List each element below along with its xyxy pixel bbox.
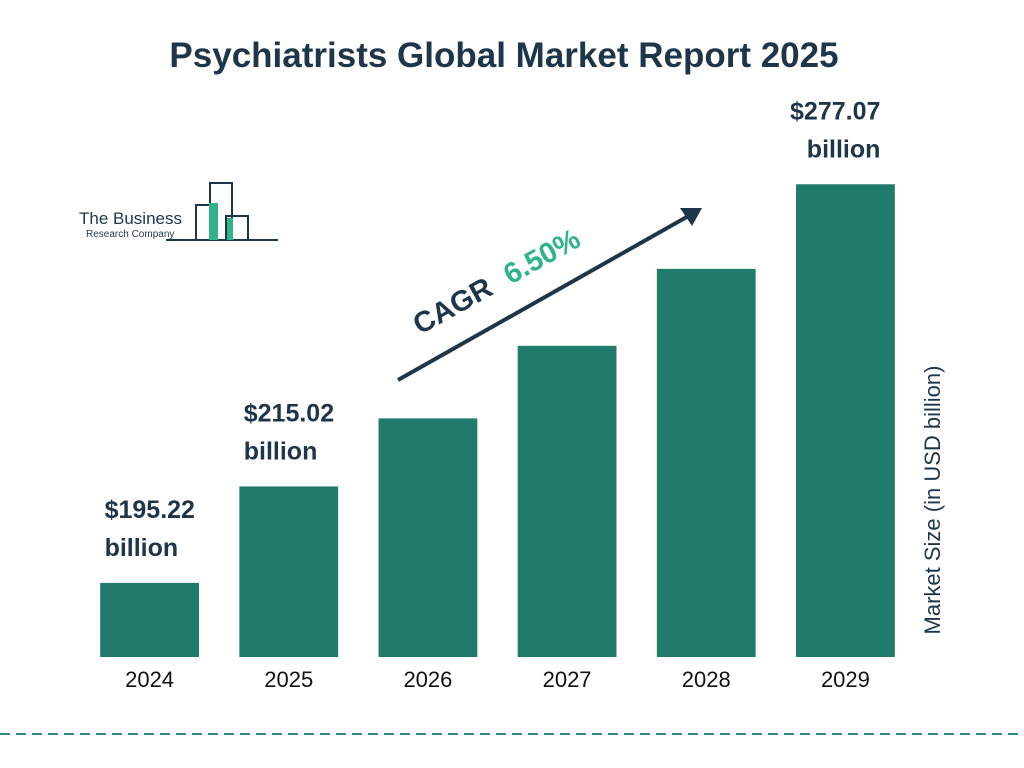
value-label-line: $195.22	[105, 496, 195, 524]
cagr-arrow	[397, 212, 693, 382]
value-label: $195.22 billion	[105, 496, 195, 562]
logo-bar	[209, 203, 218, 240]
logo: The Business Research Company	[79, 182, 278, 241]
logo-lines	[166, 182, 278, 241]
x-tick-label: 2025	[264, 667, 313, 692]
logo-bar	[227, 218, 233, 240]
arrow-head	[680, 208, 702, 226]
value-label-line: $277.07	[790, 97, 880, 125]
x-tick-label: 2026	[403, 667, 452, 692]
logo-subtext: Research Company	[86, 229, 174, 240]
value-label-line: billion	[807, 135, 881, 163]
x-tick-label: 2027	[543, 667, 592, 692]
logo-text: The Business	[79, 209, 182, 228]
chart-title: Psychiatrists Global Market Report 2025	[169, 36, 838, 75]
x-tick-label: 2029	[821, 667, 870, 692]
bar	[239, 486, 339, 657]
bar	[378, 418, 478, 657]
x-tick-label: 2028	[682, 667, 731, 692]
bar	[517, 345, 617, 657]
x-tick-label: 2024	[125, 667, 174, 692]
y-axis-label: Market Size (in USD billion)	[920, 366, 945, 635]
value-label-line: $215.02	[244, 399, 334, 427]
value-label: $215.02 billion	[244, 399, 334, 465]
bar	[100, 582, 199, 657]
bar	[656, 268, 756, 657]
value-label-line: billion	[105, 534, 179, 562]
value-label: $277.07 billion	[790, 97, 880, 163]
value-label-line: billion	[244, 437, 318, 465]
bar	[796, 184, 895, 657]
